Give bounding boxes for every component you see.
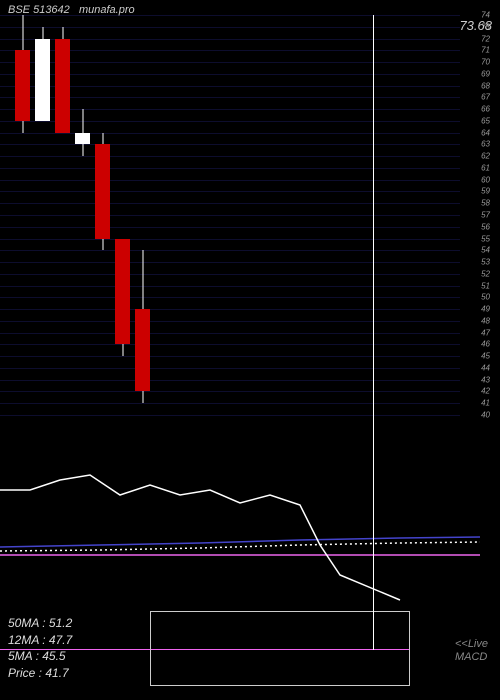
candle-body — [15, 50, 30, 121]
price-label: Price : — [8, 666, 42, 680]
y-tick-label: 62 — [481, 152, 490, 161]
candle[interactable] — [55, 15, 70, 415]
chart-container: BSE 513642 munafa.pro 73.68 747372717069… — [0, 0, 500, 700]
candle-body — [75, 133, 90, 145]
y-tick-label: 59 — [481, 187, 490, 196]
y-tick-label: 43 — [481, 375, 490, 384]
gridline — [0, 415, 460, 416]
y-tick-label: 50 — [481, 293, 490, 302]
y-tick-label: 48 — [481, 316, 490, 325]
macd-line1: <<Live — [455, 638, 488, 651]
y-tick-label: 69 — [481, 69, 490, 78]
y-tick-label: 42 — [481, 387, 490, 396]
y-tick-label: 60 — [481, 175, 490, 184]
candle[interactable] — [15, 15, 30, 415]
ma50-row: 50MA : 51.2 — [8, 615, 72, 632]
ma12-label: 12MA : — [8, 633, 46, 647]
candle-body — [95, 144, 110, 238]
y-tick-label: 65 — [481, 116, 490, 125]
y-tick-label: 68 — [481, 81, 490, 90]
candle-body — [115, 239, 130, 345]
candle[interactable] — [95, 15, 110, 415]
y-tick-label: 49 — [481, 305, 490, 314]
y-tick-label: 46 — [481, 340, 490, 349]
y-tick-label: 54 — [481, 246, 490, 255]
ma5-label: 5MA : — [8, 649, 39, 663]
indicator-line — [0, 542, 480, 551]
y-tick-label: 53 — [481, 258, 490, 267]
y-tick-label: 66 — [481, 105, 490, 114]
y-tick-label: 61 — [481, 163, 490, 172]
macd-line2: MACD — [455, 651, 488, 664]
price-value: 41.7 — [45, 666, 68, 680]
source-label: munafa.pro — [79, 4, 135, 16]
y-tick-label: 41 — [481, 399, 490, 408]
y-tick-label: 44 — [481, 363, 490, 372]
candle[interactable] — [115, 15, 130, 415]
y-tick-label: 55 — [481, 234, 490, 243]
candle-body — [35, 39, 50, 121]
y-tick-label: 70 — [481, 58, 490, 67]
ma50-label: 50MA : — [8, 616, 46, 630]
y-tick-label: 51 — [481, 281, 490, 290]
y-tick-label: 57 — [481, 211, 490, 220]
macd-label: <<Live MACD — [455, 638, 488, 664]
ma5-row: 5MA : 45.5 — [8, 648, 72, 665]
y-tick-label: 63 — [481, 140, 490, 149]
chart-header: BSE 513642 munafa.pro — [8, 4, 135, 16]
ma12-value: 47.7 — [49, 633, 72, 647]
selection-box[interactable] — [150, 611, 410, 686]
indicator-line — [0, 475, 400, 600]
candlestick-chart[interactable] — [0, 15, 460, 415]
y-tick-label: 47 — [481, 328, 490, 337]
candle[interactable] — [135, 15, 150, 415]
y-tick-label: 52 — [481, 269, 490, 278]
exchange-label: BSE — [8, 4, 30, 16]
indicator-line — [0, 537, 480, 547]
y-tick-label: 71 — [481, 46, 490, 55]
y-tick-label: 67 — [481, 93, 490, 102]
current-price: 73.68 — [459, 18, 492, 33]
candle-body — [55, 39, 70, 133]
y-axis: 7473727170696867666564636261605958575655… — [460, 15, 500, 415]
candle-body — [135, 309, 150, 391]
y-tick-label: 56 — [481, 222, 490, 231]
candle[interactable] — [35, 15, 50, 415]
info-box: 50MA : 51.2 12MA : 47.7 5MA : 45.5 Price… — [8, 615, 72, 682]
y-tick-label: 64 — [481, 128, 490, 137]
y-tick-label: 58 — [481, 199, 490, 208]
symbol-label: 513642 — [33, 4, 70, 16]
ma12-row: 12MA : 47.7 — [8, 632, 72, 649]
cursor-line — [373, 15, 374, 650]
y-tick-label: 45 — [481, 352, 490, 361]
y-tick-label: 72 — [481, 34, 490, 43]
ma5-value: 45.5 — [42, 649, 65, 663]
y-tick-label: 40 — [481, 411, 490, 420]
price-row: Price : 41.7 — [8, 665, 72, 682]
candle[interactable] — [75, 15, 90, 415]
ma50-value: 51.2 — [49, 616, 72, 630]
indicator-panel[interactable] — [0, 445, 500, 605]
